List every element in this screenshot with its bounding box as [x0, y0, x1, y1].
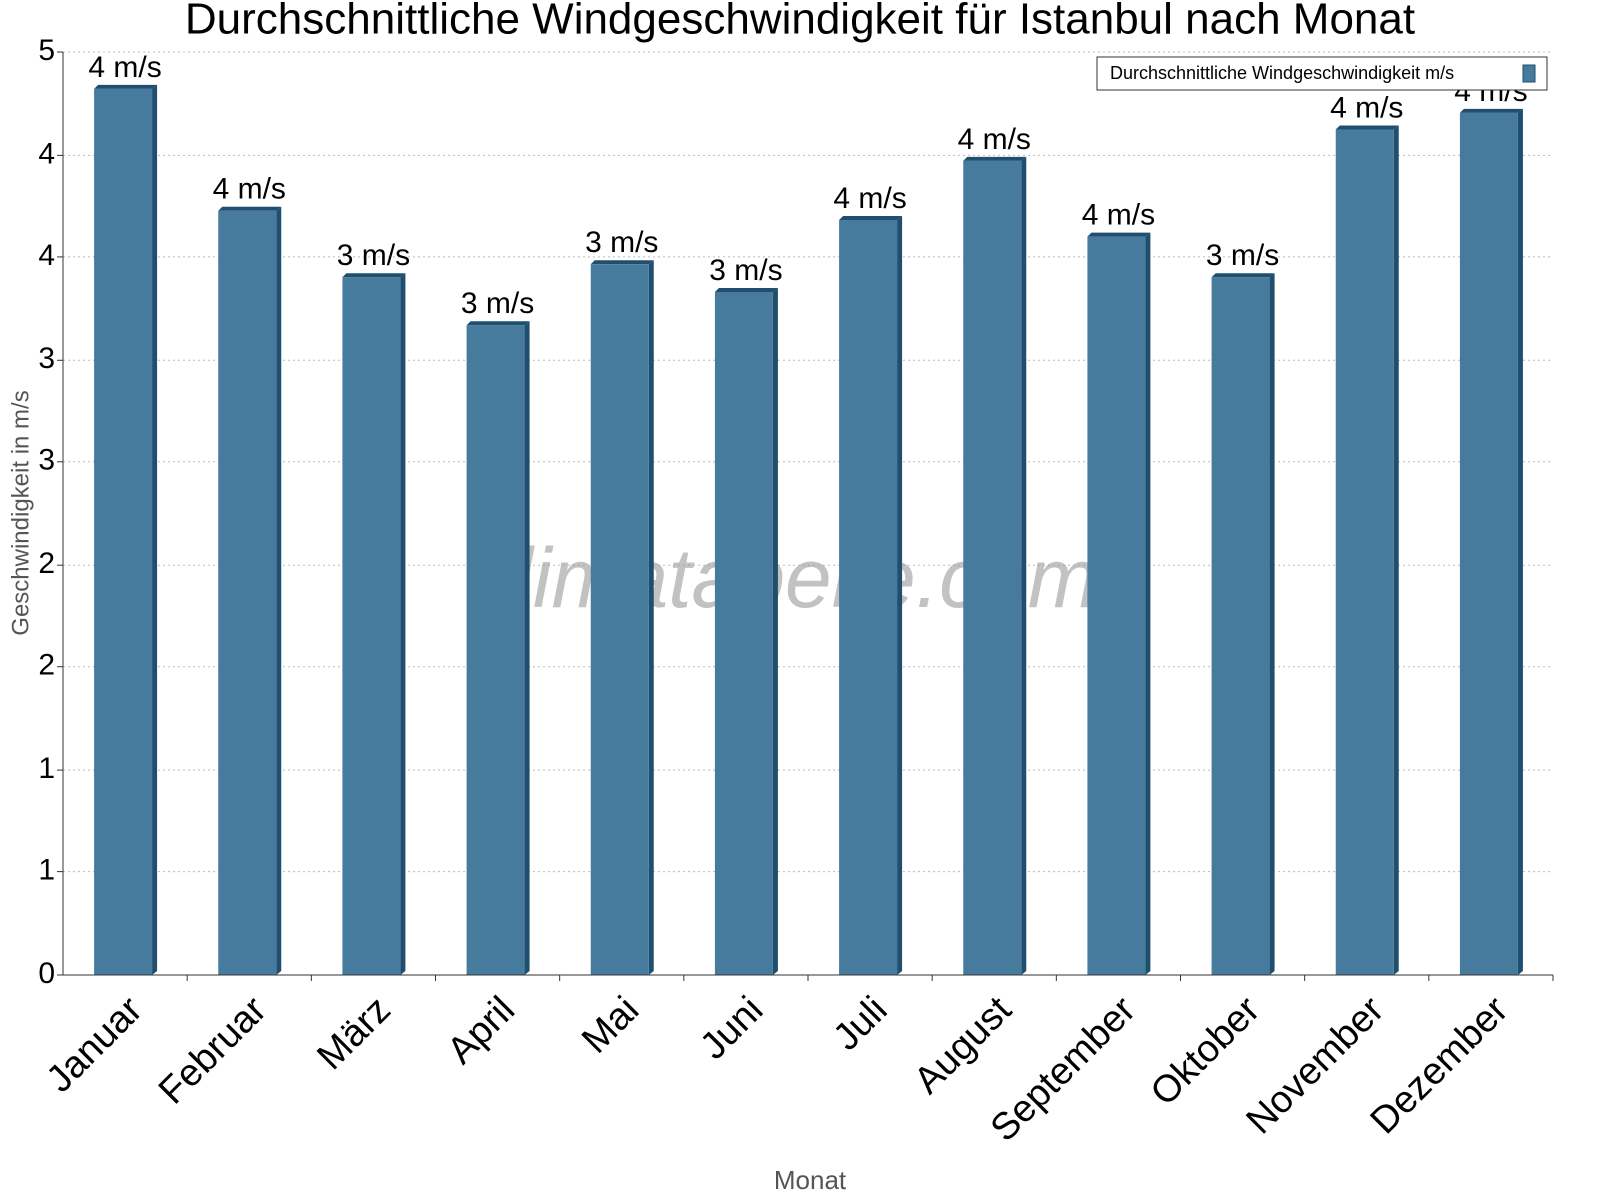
x-tick-label: Juni	[692, 989, 771, 1068]
bar-top	[1087, 232, 1151, 237]
bar	[963, 160, 1022, 975]
bar-top	[1211, 273, 1275, 278]
bar-side	[1269, 273, 1275, 975]
bar-top	[218, 206, 282, 211]
data-label: 4 m/s	[88, 51, 161, 84]
bar	[1211, 277, 1270, 975]
bar-top	[714, 287, 778, 292]
y-tick-label: 0	[38, 957, 55, 990]
data-label: 3 m/s	[585, 226, 658, 259]
legend-swatch	[1522, 64, 1536, 83]
data-label: 4 m/s	[1082, 199, 1155, 232]
x-tick-label: Juli	[826, 989, 896, 1059]
x-tick-label: Oktober	[1143, 989, 1269, 1115]
bar	[1459, 112, 1518, 976]
bar	[839, 219, 898, 976]
y-tick-label: 2	[38, 649, 55, 682]
bar-top	[342, 273, 406, 278]
bar-top	[963, 156, 1027, 161]
bar-top	[94, 84, 158, 89]
y-tick-label: 3	[38, 444, 55, 477]
y-tick-label: 3	[38, 342, 55, 375]
y-tick-label: 1	[38, 854, 55, 887]
bar-side	[276, 206, 282, 976]
legend-label: Durchschnittliche Windgeschwindigkeit m/…	[1110, 63, 1454, 83]
x-tick-label: März	[309, 989, 398, 1078]
x-axis-title: Monat	[774, 1165, 847, 1195]
bar-top	[1335, 125, 1399, 130]
legend-box	[1096, 56, 1548, 91]
y-tick-label: 2	[38, 547, 55, 580]
data-label: 3 m/s	[1206, 239, 1279, 272]
bar-side	[1393, 125, 1399, 976]
bar-side	[1517, 108, 1523, 976]
x-tick-label: Mai	[574, 989, 647, 1062]
y-tick-label: 1	[38, 752, 55, 785]
bar-side	[524, 321, 530, 975]
bar	[94, 88, 153, 976]
bar-top	[466, 321, 530, 326]
x-tick-label: August	[906, 988, 1020, 1102]
bar	[1335, 129, 1394, 976]
x-tick-label: Januar	[39, 989, 151, 1101]
data-label: 3 m/s	[461, 287, 534, 320]
data-label: 3 m/s	[709, 254, 782, 287]
bar-side	[1145, 232, 1151, 976]
data-label: 4 m/s	[958, 123, 1031, 156]
bar-side	[1021, 156, 1027, 975]
bar	[342, 277, 401, 975]
x-tick-label: Februar	[151, 989, 275, 1113]
bar-side	[772, 287, 778, 976]
chart-title: Durchschnittliche Windgeschwindigkeit fü…	[185, 0, 1415, 44]
bar	[590, 264, 649, 975]
bar	[218, 210, 277, 976]
y-tick-label: 5	[38, 34, 55, 67]
bar	[714, 291, 773, 976]
data-label: 3 m/s	[337, 239, 410, 272]
x-tick-label: April	[440, 989, 523, 1072]
bar	[1087, 236, 1146, 976]
bar-side	[152, 84, 158, 976]
bar	[466, 325, 525, 975]
bar-side	[648, 260, 654, 975]
bar-top	[590, 260, 654, 265]
bar-top	[839, 215, 903, 220]
y-tick-label: 4	[38, 137, 55, 170]
bar-side	[897, 215, 903, 976]
data-label: 4 m/s	[833, 182, 906, 215]
y-tick-label: 4	[38, 239, 55, 272]
x-tick-label: Dezember	[1363, 989, 1517, 1143]
data-label: 4 m/s	[213, 173, 286, 206]
data-label: 4 m/s	[1330, 91, 1403, 124]
bar-top	[1459, 108, 1523, 113]
bar-side	[400, 273, 406, 975]
y-axis-title: Geschwindigkeit in m/s	[7, 390, 34, 635]
